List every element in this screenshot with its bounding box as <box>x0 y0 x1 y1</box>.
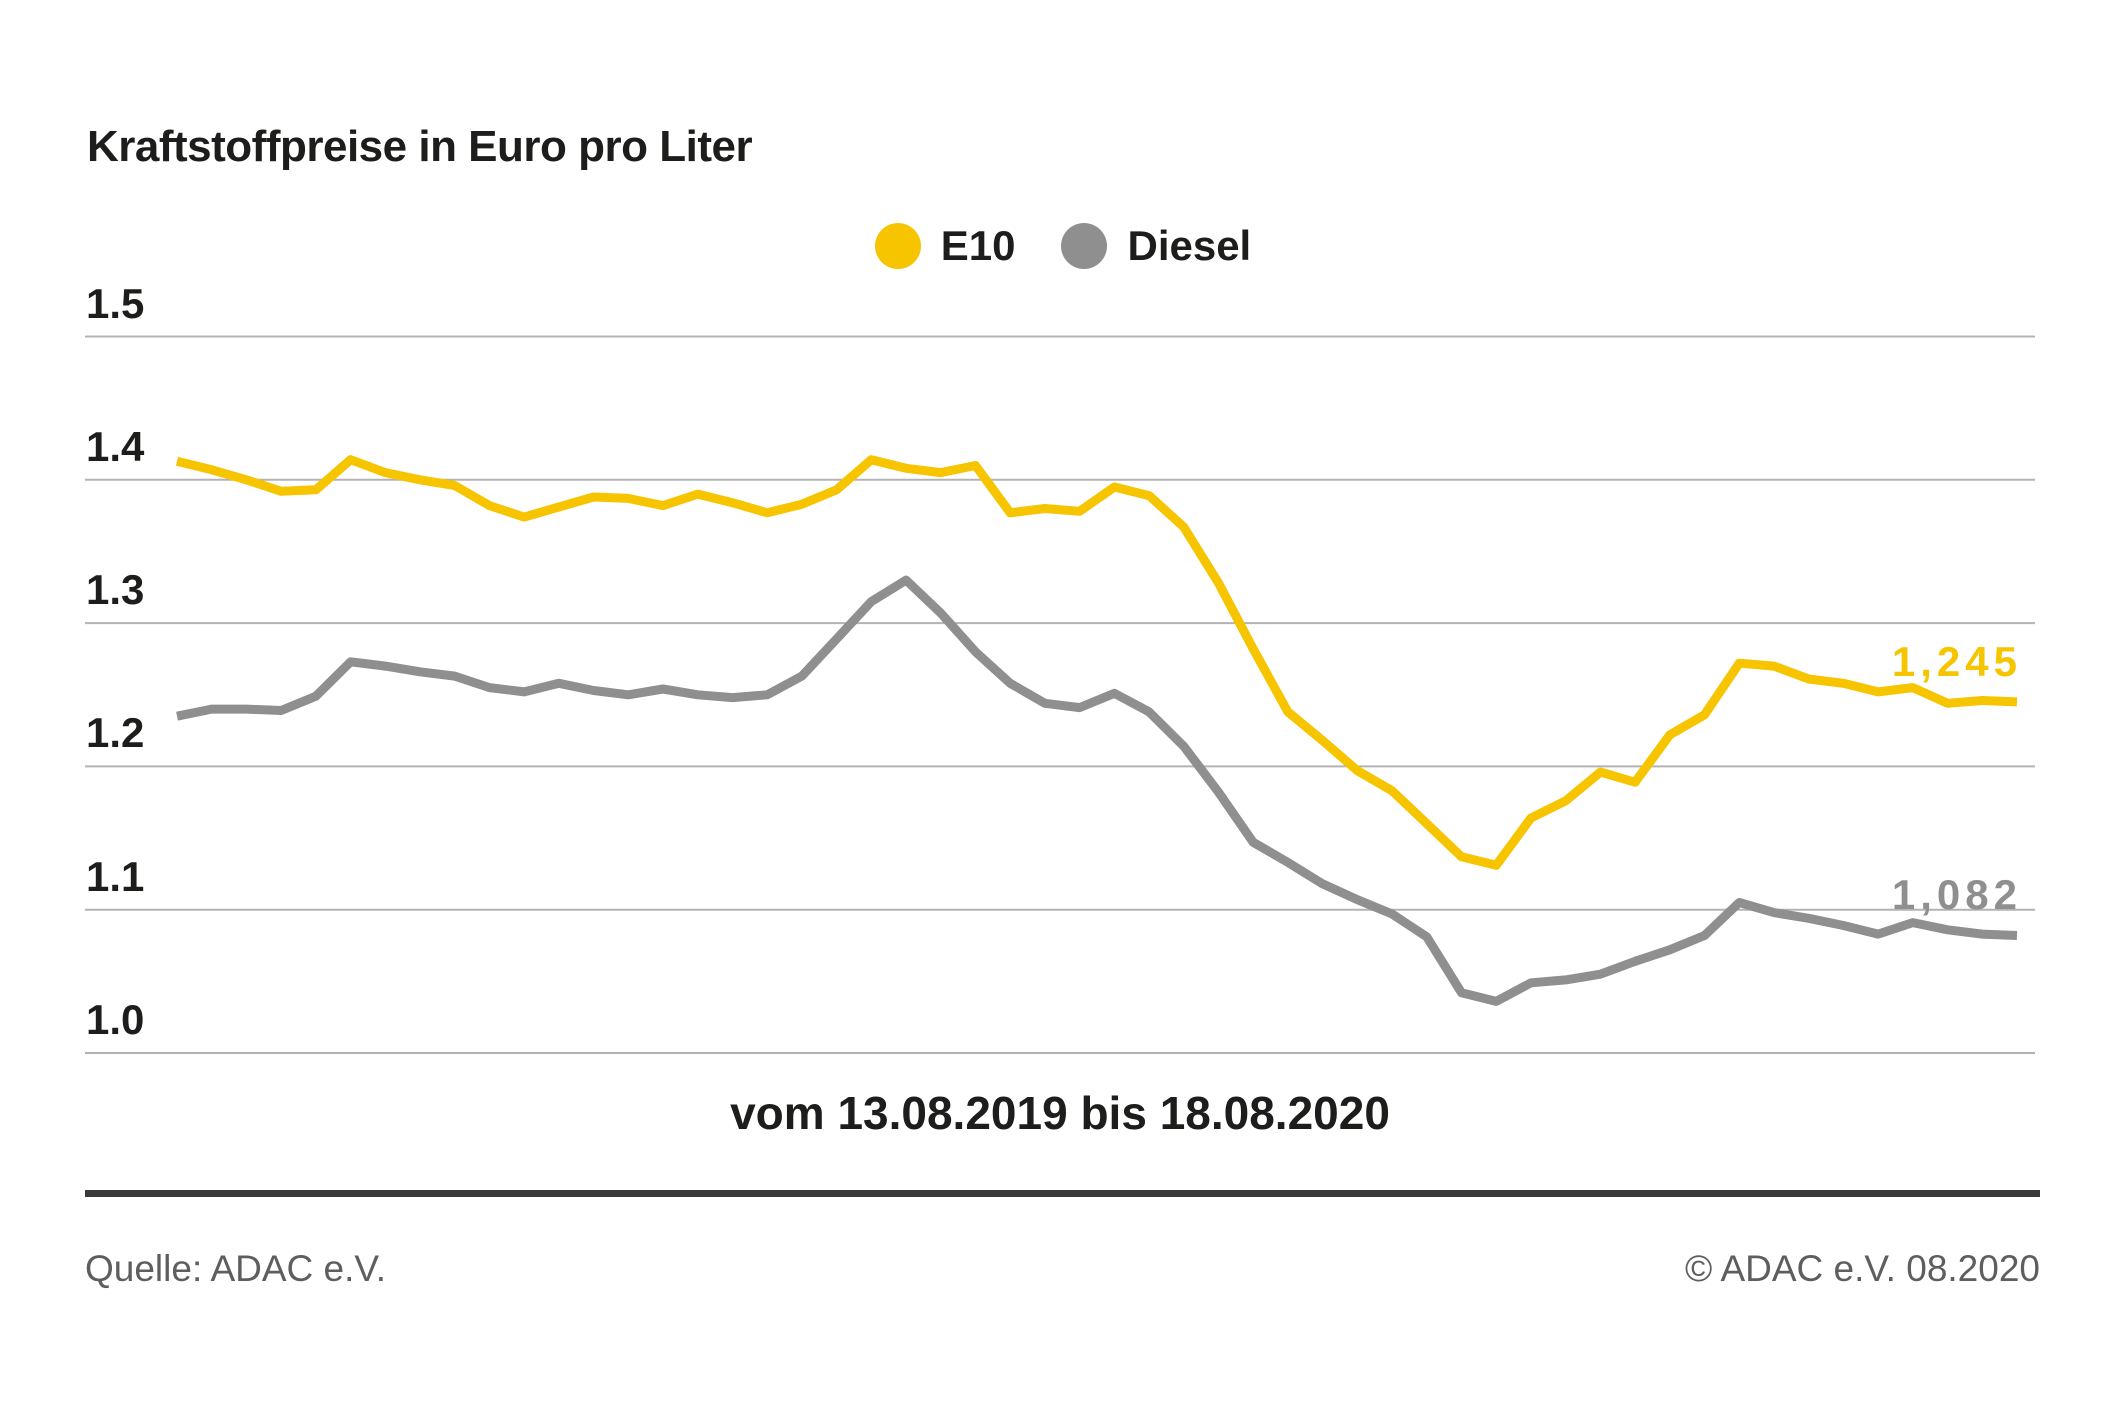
source-label: Quelle: ADAC e.V. <box>85 1248 386 1289</box>
diesel-end-value-label: 1,082 <box>1891 871 2022 919</box>
y-axis-tick-label-1.5: 1.5 <box>86 279 145 327</box>
y-axis-tick-label-1.4: 1.4 <box>86 422 145 470</box>
x-axis-range-label: vom 13.08.2019 bis 18.08.2020 <box>730 1087 1390 1139</box>
legend-label-e10: E10 <box>940 222 1016 269</box>
e10-end-value-label: 1,245 <box>1891 637 2022 685</box>
y-axis-tick-label-1.0: 1.0 <box>86 996 145 1043</box>
footer-divider <box>85 1190 2040 1197</box>
e10-legend-dot-icon <box>874 223 921 269</box>
legend-item-e10: E10 <box>874 222 1016 270</box>
y-axis-tick-label-1.1: 1.1 <box>86 852 145 900</box>
chart-legend: E10 Diesel <box>0 222 2126 270</box>
legend-label-diesel: Diesel <box>1127 222 1252 269</box>
diesel-line <box>176 575 2018 1006</box>
diesel-legend-dot-icon <box>1061 223 1108 269</box>
legend-item-diesel: Diesel <box>1061 222 1251 270</box>
y-axis-tick-label-1.3: 1.3 <box>86 566 145 614</box>
y-axis-tick-label-1.2: 1.2 <box>86 709 145 757</box>
copyright-label: © ADAC e.V. 08.2020 <box>1684 1248 2040 1289</box>
chart-title: Kraftstoffpreise in Euro pro Liter <box>87 122 753 171</box>
e10-line <box>175 455 2018 870</box>
